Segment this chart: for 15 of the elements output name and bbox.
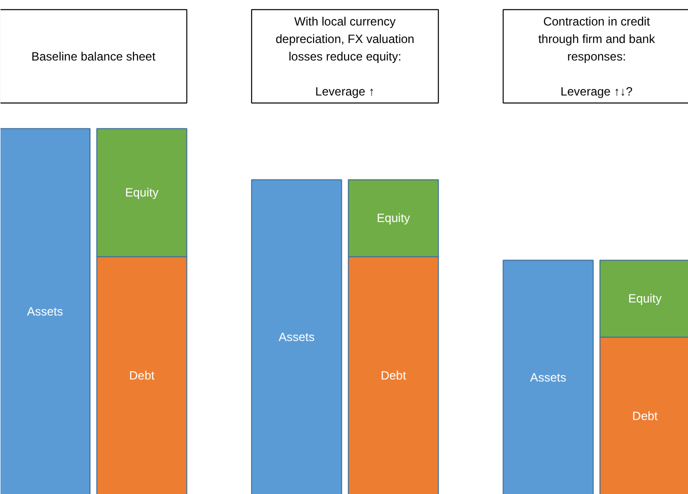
text: Assets — [278, 330, 315, 344]
bar — [251, 179, 342, 494]
text: Contraction in credit through firm and bank responses: Leverage ↑↓? — [538, 14, 655, 98]
text: Debt — [632, 408, 658, 423]
text: Assets — [27, 304, 64, 319]
text: With local currency depreciation, FX valuation losses reduce equity: Leverage ↑ — [276, 14, 414, 98]
series-label: Debt — [129, 368, 156, 383]
text: Baseline balance sheet — [31, 49, 156, 64]
text: Equity — [125, 186, 158, 200]
text: Debt — [380, 368, 406, 383]
series-label: Assets — [530, 370, 566, 384]
series-label: Equity — [376, 211, 410, 226]
bar — [0, 128, 91, 494]
text: Equity — [628, 292, 662, 306]
bar — [502, 260, 594, 494]
